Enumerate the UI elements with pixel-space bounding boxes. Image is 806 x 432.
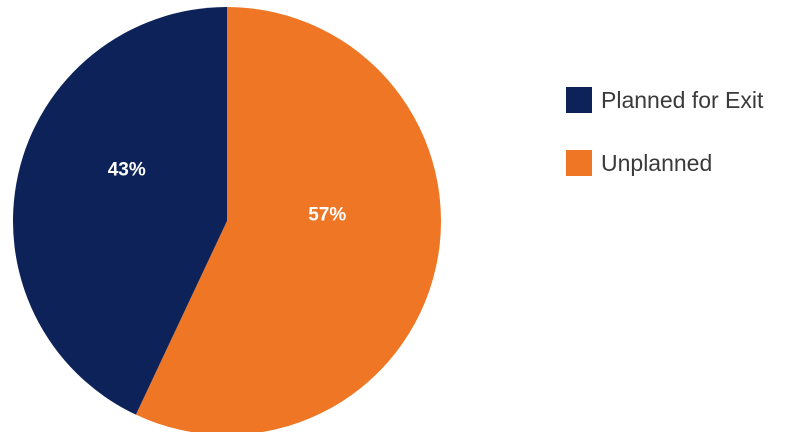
- pie-labels: 57% 43%: [108, 160, 347, 226]
- legend-label-planned-for-exit: Planned for Exit: [601, 86, 764, 113]
- legend-swatch-unplanned: [566, 150, 592, 176]
- slice-unplanned: [135, 7, 441, 432]
- slice-planned-for-exit: [12, 7, 228, 415]
- legend-item-planned-for-exit: Planned for Exit: [566, 86, 763, 114]
- legend-swatch-planned-for-exit: [566, 87, 592, 113]
- legend-label-unplanned: Unplanned: [601, 149, 713, 176]
- pie-slices: [12, 7, 441, 432]
- slice-label-unplanned: 57%: [308, 204, 346, 225]
- legend-item-unplanned: Unplanned: [566, 149, 763, 177]
- slice-label-planned-for-exit: 43%: [108, 160, 146, 181]
- legend: Planned for Exit Unplanned: [566, 86, 763, 212]
